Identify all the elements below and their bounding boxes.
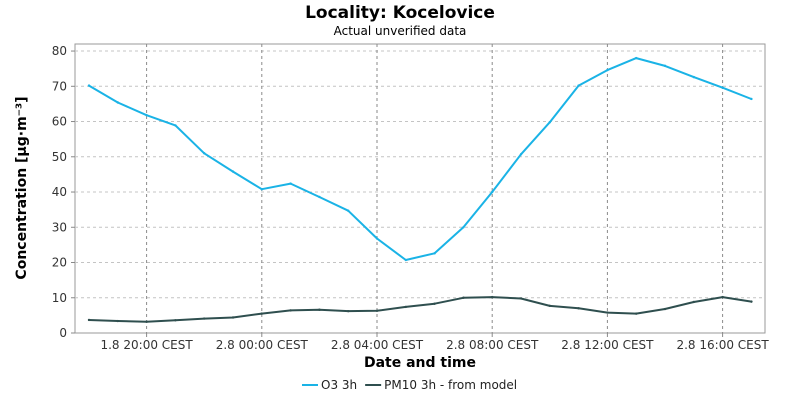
data-point-pm10-3h-from-model xyxy=(174,319,177,322)
x-axis-ticks: 1.8 20:00 CEST 2.8 00:00 CEST 2.8 04:00 CE… xyxy=(100,333,769,352)
data-point-o3-3h xyxy=(203,152,206,155)
x-tick-label: 2.8 12:00 CEST xyxy=(561,338,654,352)
y-axis-title: Concentration [µg·m⁻³] xyxy=(14,96,30,279)
data-point-o3-3h xyxy=(577,84,580,87)
data-point-o3-3h xyxy=(231,170,235,173)
y-tick-label: 50 xyxy=(52,150,67,164)
data-point-o3-3h xyxy=(635,56,638,60)
x-tick-label: 2.8 16:00 CEST xyxy=(676,338,769,352)
data-point-pm10-3h-from-model xyxy=(750,300,753,303)
y-tick-label: 0 xyxy=(59,326,67,340)
plot-area xyxy=(74,43,766,334)
data-point-o3-3h xyxy=(606,68,609,72)
chart-subtitle: Actual unverified data xyxy=(334,24,467,38)
data-point-o3-3h xyxy=(721,86,724,89)
data-point-pm10-3h-from-model xyxy=(519,297,523,300)
data-point-pm10-3h-from-model xyxy=(347,309,350,313)
data-point-pm10-3h-from-model xyxy=(692,300,695,304)
data-point-o3-3h xyxy=(462,226,465,229)
data-point-o3-3h xyxy=(347,209,350,212)
data-point-o3-3h xyxy=(491,190,494,194)
data-point-pm10-3h-from-model xyxy=(404,305,407,309)
data-point-pm10-3h-from-model xyxy=(260,312,263,315)
legend-label-pm10-3h-from-model: PM10 3h - from model xyxy=(384,378,517,392)
data-point-o3-3h xyxy=(87,84,91,87)
data-point-o3-3h xyxy=(174,124,177,127)
grid xyxy=(75,44,765,333)
legend-label-o3-3h: O3 3h xyxy=(321,378,357,392)
data-point-pm10-3h-from-model xyxy=(87,318,91,322)
x-tick-label: 2.8 08:00 CEST xyxy=(446,338,539,352)
data-point-o3-3h xyxy=(116,101,120,104)
data-point-pm10-3h-from-model xyxy=(433,302,436,305)
data-point-pm10-3h-from-model xyxy=(663,307,667,311)
y-tick-label: 10 xyxy=(52,291,67,305)
data-point-pm10-3h-from-model xyxy=(491,295,494,299)
data-point-pm10-3h-from-model xyxy=(721,295,724,299)
data-point-pm10-3h-from-model xyxy=(231,316,235,319)
data-point-pm10-3h-from-model xyxy=(318,308,321,311)
data-point-o3-3h xyxy=(318,195,321,199)
data-point-o3-3h xyxy=(548,121,551,124)
y-tick-label: 40 xyxy=(52,185,67,199)
y-tick-label: 70 xyxy=(52,79,67,93)
series-line-pm10-3h-from-model xyxy=(88,296,753,323)
y-tick-label: 20 xyxy=(52,256,67,270)
data-point-o3-3h xyxy=(289,182,292,185)
data-point-pm10-3h-from-model xyxy=(203,317,206,320)
data-point-o3-3h xyxy=(145,113,148,117)
y-tick-label: 30 xyxy=(52,220,67,234)
data-point-pm10-3h-from-model xyxy=(289,309,292,312)
data-point-o3-3h xyxy=(260,188,263,191)
x-tick-label: 2.8 04:00 CEST xyxy=(331,338,424,352)
chart-title: Locality: Kocelovice xyxy=(305,3,495,23)
data-point-pm10-3h-from-model xyxy=(375,309,379,312)
legend: O3 3h PM10 3h - from model xyxy=(302,378,517,392)
data-point-o3-3h xyxy=(663,64,667,68)
y-axis-ticks: 0 10 20 30 40 50 60 70 80 xyxy=(52,44,75,340)
series-line-o3-3h xyxy=(88,57,753,261)
data-point-pm10-3h-from-model xyxy=(606,311,609,314)
data-point-pm10-3h-from-model xyxy=(145,320,148,323)
y-tick-label: 80 xyxy=(52,44,67,58)
data-point-pm10-3h-from-model xyxy=(548,304,551,308)
data-point-o3-3h xyxy=(519,153,523,156)
data-point-o3-3h xyxy=(375,237,379,240)
data-point-pm10-3h-from-model xyxy=(635,312,638,315)
series-lines xyxy=(87,56,753,323)
x-axis-title: Date and time xyxy=(364,355,476,371)
data-point-o3-3h xyxy=(404,258,407,262)
data-point-pm10-3h-from-model xyxy=(116,319,120,323)
data-point-o3-3h xyxy=(692,75,695,79)
y-tick-label: 60 xyxy=(52,115,67,129)
x-tick-label: 2.8 00:00 CEST xyxy=(216,338,309,352)
x-tick-label: 1.8 20:00 CEST xyxy=(100,338,193,352)
data-point-pm10-3h-from-model xyxy=(462,296,465,299)
data-point-o3-3h xyxy=(433,252,436,255)
data-point-o3-3h xyxy=(750,97,753,101)
data-point-pm10-3h-from-model xyxy=(577,307,580,310)
